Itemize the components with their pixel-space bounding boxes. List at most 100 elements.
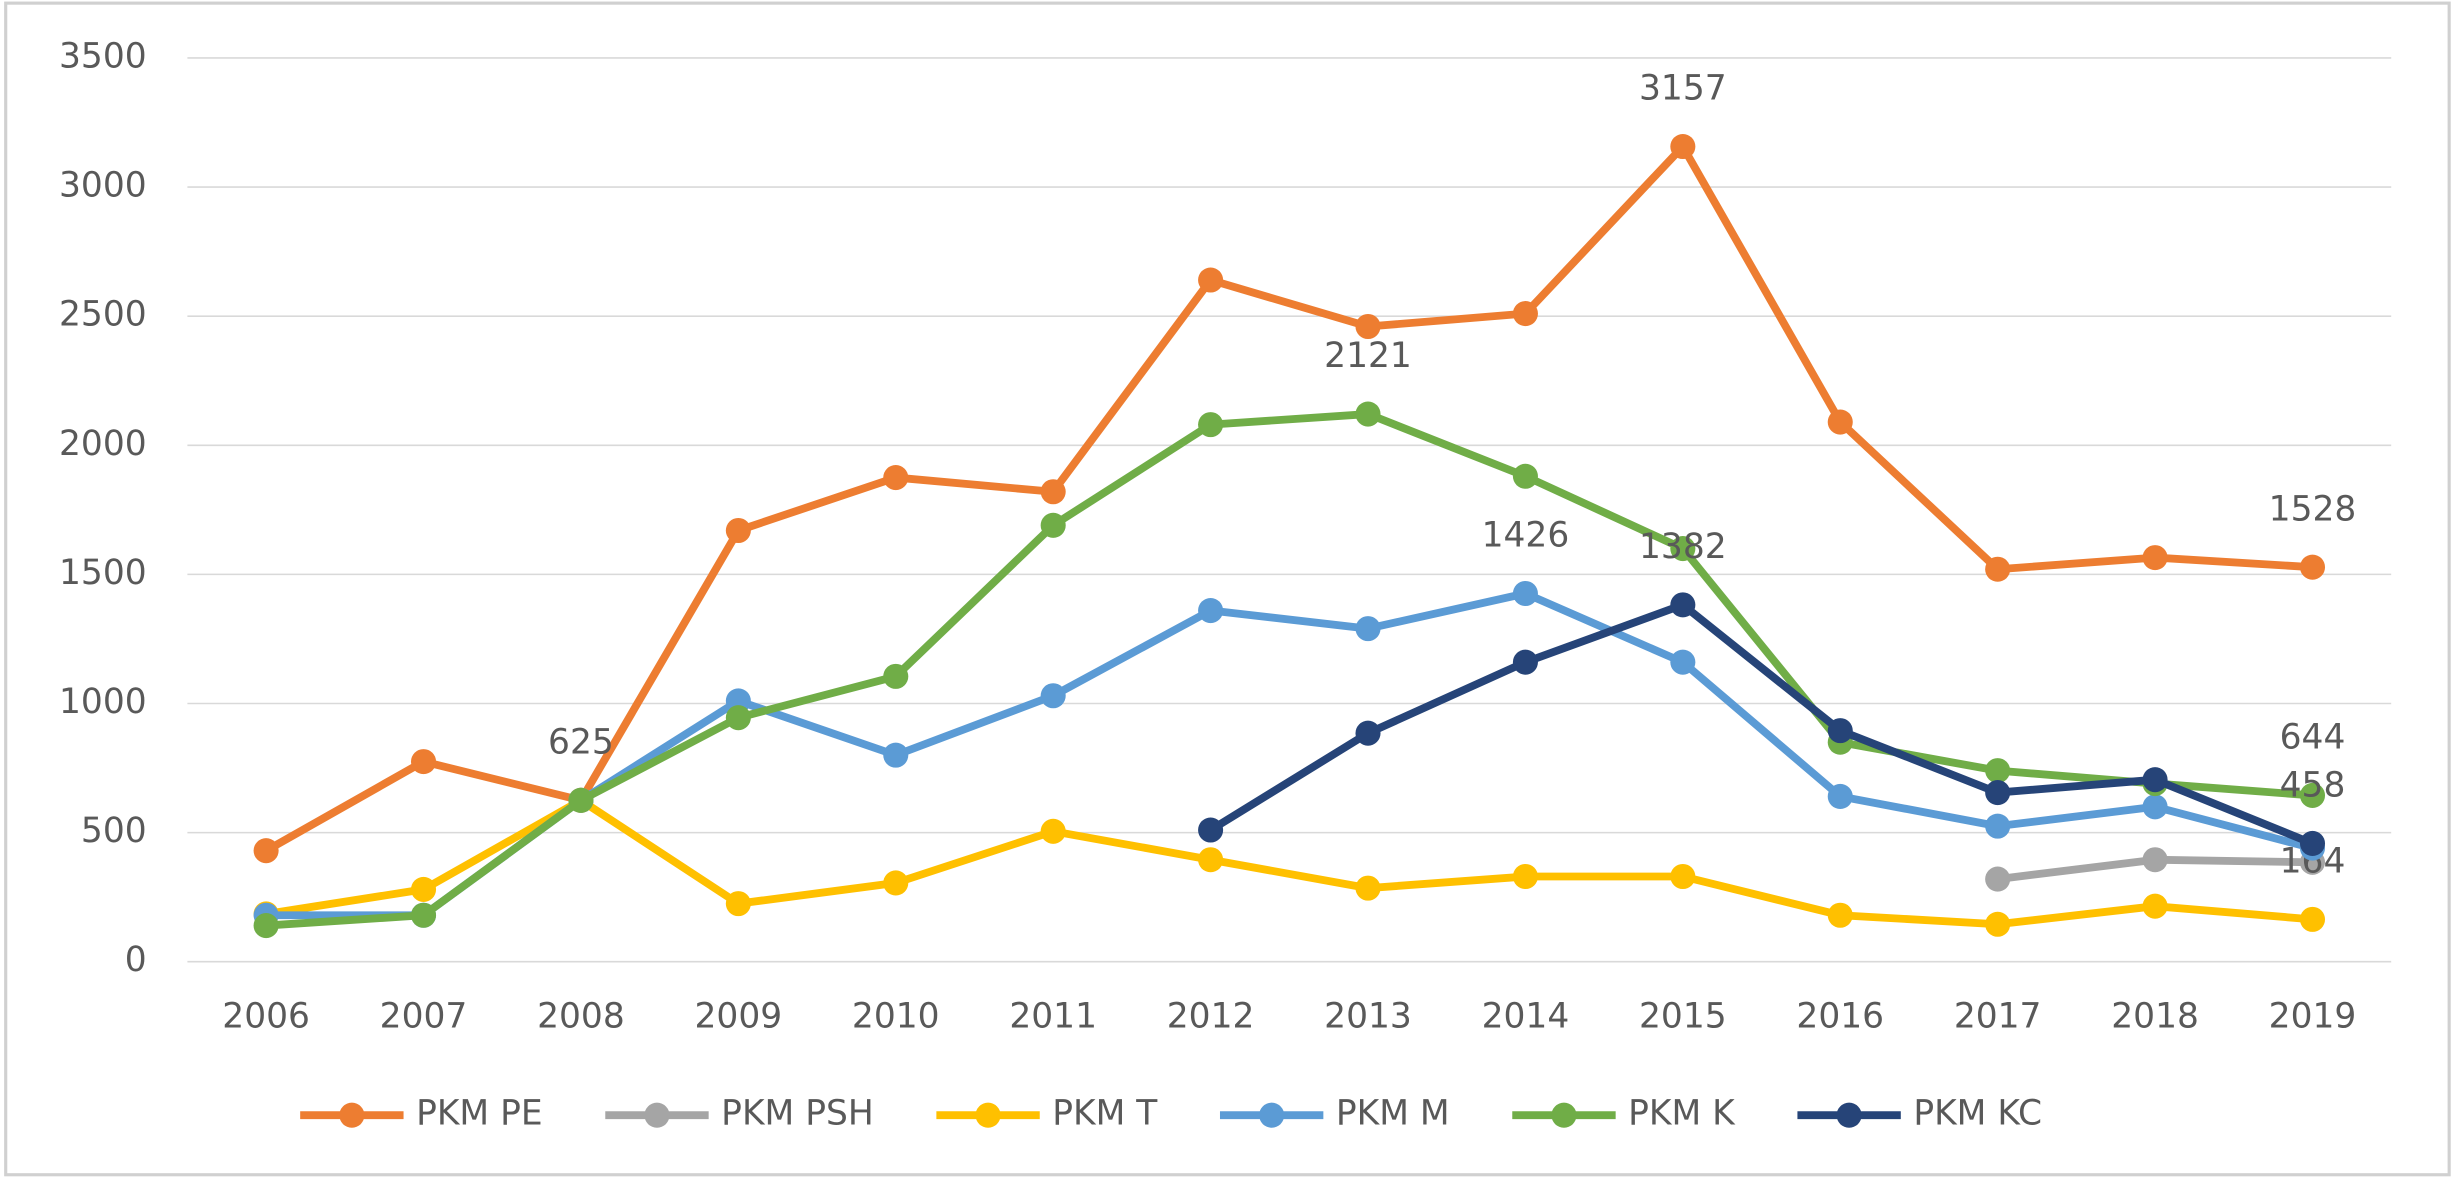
data-point <box>253 913 279 939</box>
y-tick-label: 1000 <box>59 682 147 722</box>
data-point <box>1670 133 1696 160</box>
data-label: 644 <box>2280 718 2346 758</box>
data-point <box>2299 782 2326 808</box>
y-tick-label: 500 <box>81 811 147 851</box>
data-point <box>2299 830 2326 856</box>
data-point <box>883 742 909 768</box>
data-point <box>1512 580 1538 607</box>
data-point <box>1827 783 1853 809</box>
x-tick-label: 2019 <box>2269 997 2357 1037</box>
data-point <box>2142 767 2168 793</box>
legend-label: PKM KC <box>1913 1094 2042 1134</box>
data-point <box>2142 794 2168 820</box>
x-tick-label: 2016 <box>1796 997 1884 1037</box>
x-tick-label: 2010 <box>852 997 940 1037</box>
x-tick-label: 2006 <box>222 997 310 1037</box>
series-line <box>1208 600 2314 848</box>
data-point <box>1670 649 1696 675</box>
data-point <box>1985 866 2011 892</box>
data-point <box>1198 817 1224 843</box>
data-point <box>1670 592 1696 618</box>
data-point <box>1512 863 1538 890</box>
legend-marker <box>644 1102 670 1128</box>
data-label: 1426 <box>1482 516 1570 556</box>
data-point <box>883 663 909 689</box>
data-point <box>1198 267 1224 293</box>
data-point <box>2142 545 2168 571</box>
data-point <box>1985 556 2011 582</box>
y-tick-label: 1500 <box>59 553 147 593</box>
data-label: 3157 <box>1639 69 1727 109</box>
data-point <box>1040 818 1066 844</box>
data-point <box>1355 875 1381 901</box>
data-point <box>1512 649 1538 675</box>
data-point <box>410 749 437 775</box>
data-point <box>883 870 909 896</box>
legend-marker <box>1259 1102 1285 1128</box>
data-point <box>1355 401 1381 427</box>
data-point <box>1985 813 2011 839</box>
x-tick-label: 2014 <box>1482 997 1570 1037</box>
x-tick-label: 2008 <box>537 997 625 1037</box>
x-tick-label: 2011 <box>1009 997 1097 1037</box>
data-label: 1528 <box>2269 489 2357 529</box>
data-point <box>1670 863 1696 890</box>
y-tick-label: 2500 <box>59 295 147 335</box>
data-point <box>725 705 751 731</box>
data-point <box>2142 847 2168 873</box>
data-point <box>1512 463 1538 489</box>
x-tick-label: 2017 <box>1954 997 2042 1037</box>
series-line <box>264 142 2313 855</box>
x-tick-label: 2012 <box>1167 997 1255 1037</box>
legend-marker <box>1551 1102 1577 1128</box>
legend-marker <box>1836 1102 1862 1128</box>
x-tick-label: 2009 <box>695 997 783 1037</box>
legend-label: PKM K <box>1628 1094 1736 1134</box>
data-point <box>883 465 909 491</box>
legend-label: PKM M <box>1336 1094 1450 1134</box>
data-point <box>1355 313 1381 340</box>
data-point <box>2142 893 2168 919</box>
legend-label: PKM T <box>1052 1094 1158 1134</box>
data-point <box>1040 512 1066 538</box>
data-point <box>1827 718 1853 744</box>
data-point <box>2299 554 2326 580</box>
legend-marker <box>975 1102 1001 1128</box>
data-point <box>1355 616 1381 642</box>
x-tick-label: 2015 <box>1639 997 1727 1037</box>
data-point <box>1512 301 1538 327</box>
x-tick-label: 2007 <box>380 997 468 1037</box>
y-tick-label: 2000 <box>59 424 147 464</box>
y-tick-label: 0 <box>125 940 147 980</box>
data-label: 458 <box>2280 766 2346 806</box>
data-point <box>725 891 751 917</box>
data-point <box>725 517 751 544</box>
data-label: 625 <box>548 722 614 762</box>
chart-border <box>4 1 2451 1177</box>
x-tick-label: 2018 <box>2111 997 2199 1037</box>
data-point <box>1670 536 1696 562</box>
data-label: 1382 <box>1639 527 1727 567</box>
data-point <box>1198 598 1224 624</box>
x-tick-label: 2013 <box>1324 997 1412 1037</box>
y-tick-label: 3500 <box>59 36 147 76</box>
legend-label: PKM PE <box>416 1094 543 1134</box>
y-tick-label: 3000 <box>59 166 147 206</box>
data-point <box>1198 412 1224 438</box>
data-point <box>1985 911 2011 937</box>
data-point <box>1198 847 1224 873</box>
data-label: 2121 <box>1324 336 1412 376</box>
data-point <box>410 876 437 902</box>
series-line <box>265 796 2313 929</box>
data-point <box>1040 683 1066 709</box>
data-point <box>1040 479 1066 505</box>
data-point <box>1355 720 1381 746</box>
legend-label: PKM PSH <box>721 1094 874 1134</box>
data-point <box>1985 758 2011 784</box>
data-point <box>1827 902 1853 928</box>
data-point <box>568 787 594 813</box>
data-point <box>1985 780 2011 806</box>
data-point <box>1827 409 1853 435</box>
data-point <box>410 902 437 928</box>
